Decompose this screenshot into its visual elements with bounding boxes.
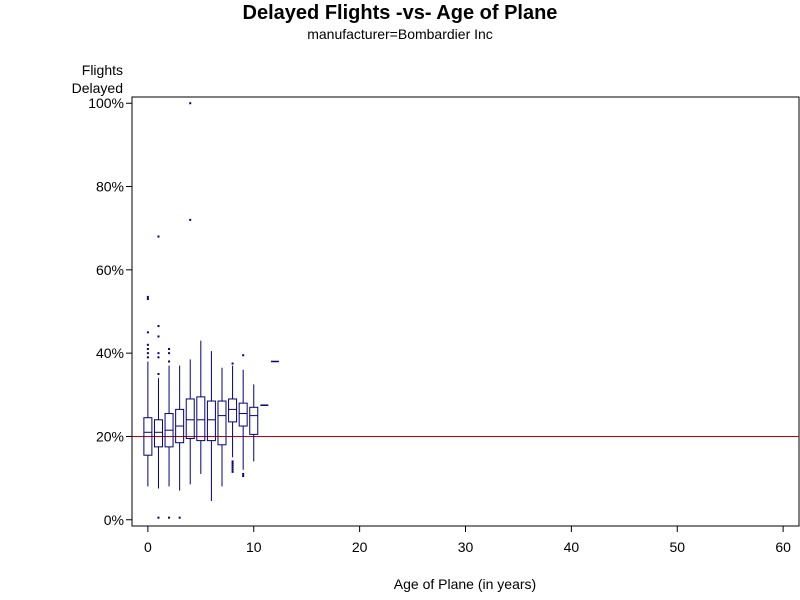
box-iqr-9: [238, 402, 248, 427]
x-tick-label-20: 20: [352, 539, 368, 555]
box-iqr-1: [153, 419, 163, 448]
y-axis: 0% 20% 40% 60% 80% 100%: [88, 95, 132, 528]
x-tick-label-0: 0: [144, 539, 152, 555]
outlier-8-0: [231, 470, 234, 473]
outlier-2-3: [168, 347, 171, 350]
y-axis-label: Flights Delayed: [72, 61, 123, 97]
y-tick-label-60: 60%: [96, 262, 124, 278]
outlier-4-0: [189, 218, 192, 221]
outlier-8-6: [231, 362, 234, 365]
outlier-9-0: [242, 475, 245, 478]
outlier-1-0: [157, 516, 160, 519]
outlier-0-5: [146, 298, 149, 301]
box-age-2: [164, 347, 174, 519]
outlier-4-1: [189, 102, 192, 105]
box-iqr-6: [206, 400, 216, 442]
box-iqr-8: [228, 398, 238, 423]
x-tick-label-60: 60: [775, 539, 791, 555]
outlier-1-1: [157, 372, 160, 375]
outlier-0-3: [146, 343, 149, 346]
boxes-group: [143, 102, 279, 519]
chart-title: Delayed Flights -vs- Age of Plane: [242, 2, 558, 24]
y-axis-label-line1: Flights: [81, 62, 123, 78]
outlier-0-0: [146, 356, 149, 359]
outlier-3-0: [178, 516, 181, 519]
outlier-0-1: [146, 352, 149, 355]
outlier-2-1: [168, 360, 171, 363]
x-tick-label-30: 30: [458, 539, 474, 555]
box-age-7: [217, 367, 227, 487]
outlier-9-2: [242, 354, 245, 357]
outlier-1-5: [157, 325, 160, 328]
outlier-8-1: [231, 468, 234, 471]
y-tick-label-80: 80%: [96, 179, 124, 195]
outlier-2-0: [168, 516, 171, 519]
outlier-8-4: [231, 462, 234, 465]
box-age-10: [249, 384, 259, 462]
box-iqr-10: [249, 406, 259, 435]
box-age-9: [238, 354, 248, 478]
box-age-4: [185, 102, 195, 485]
x-tick-label-50: 50: [669, 539, 685, 555]
x-tick-label-10: 10: [246, 539, 262, 555]
box-age-5: [196, 340, 206, 474]
outlier-1-6: [157, 235, 160, 238]
outlier-2-2: [168, 352, 171, 355]
y-axis-label-line2: Delayed: [71, 80, 123, 96]
y-tick-label-0: 0%: [104, 512, 124, 528]
outlier-0-2: [146, 347, 149, 350]
outlier-8-3: [231, 464, 234, 467]
outlier-0-6: [146, 295, 149, 298]
chart-subtitle: manufacturer=Bombardier Inc: [307, 26, 493, 42]
x-axis: 0 10 20 30 40 50 60: [144, 526, 791, 555]
outlier-1-2: [157, 356, 160, 359]
outlier-8-2: [231, 466, 234, 469]
outlier-1-3: [157, 352, 160, 355]
outlier-8-5: [231, 460, 234, 463]
box-age-0: [143, 295, 153, 487]
box-age-3: [175, 365, 185, 519]
box-age-6: [206, 351, 216, 502]
box-iqr-5: [196, 396, 206, 442]
y-tick-label-40: 40%: [96, 345, 124, 361]
box-age-1: [153, 235, 163, 519]
box-iqr-7: [217, 400, 227, 446]
box-iqr-4: [185, 398, 195, 440]
box-age-8: [228, 362, 238, 473]
y-tick-label-20: 20%: [96, 428, 124, 444]
outlier-9-1: [242, 472, 245, 475]
outlier-0-4: [146, 331, 149, 334]
x-tick-label-40: 40: [564, 539, 580, 555]
box-iqr-0: [143, 417, 153, 456]
x-axis-label: Age of Plane (in years): [393, 576, 537, 592]
y-tick-label-100: 100%: [88, 95, 124, 111]
outlier-1-4: [157, 335, 160, 338]
